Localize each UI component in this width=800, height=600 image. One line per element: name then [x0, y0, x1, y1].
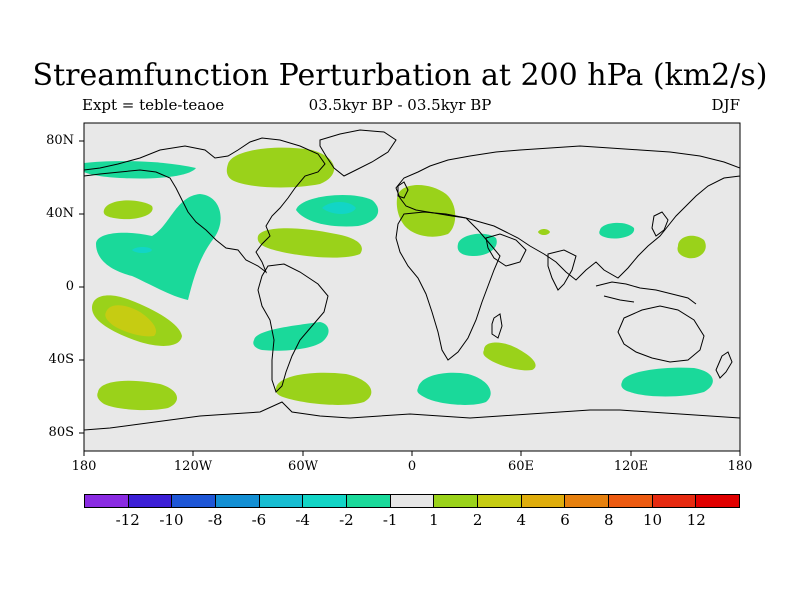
- lat-label-equator: 0: [65, 279, 74, 294]
- coastline-new-zealand: [715, 351, 733, 379]
- coastline-south-america: [257, 263, 329, 393]
- colorbar-box: [390, 495, 435, 507]
- anomaly-north-pacific: [103, 200, 153, 220]
- anomaly-tropical-pacific-core: [105, 305, 157, 337]
- lon-label-180e: 180: [727, 459, 753, 474]
- lon-label-60w: 60W: [288, 459, 318, 474]
- colorbar-label: -2: [339, 511, 354, 529]
- colorbar-label: 10: [642, 511, 663, 529]
- colorbar-label: 8: [604, 511, 614, 529]
- coastline-eurasia: [395, 145, 740, 281]
- colorbar-box: [172, 495, 217, 507]
- colorbar-box: [434, 495, 479, 507]
- colorbar-box: [259, 495, 304, 507]
- lon-label-120w: 120W: [173, 459, 213, 474]
- lon-label-0: 0: [407, 459, 417, 474]
- coastline-uk: [397, 181, 409, 199]
- lon-label-180w: 180: [71, 459, 97, 474]
- colorbar-label: 4: [516, 511, 527, 529]
- anomaly-east-pacific-arc: [96, 194, 221, 300]
- coastline-japan: [651, 211, 669, 237]
- coastline-australia: [617, 305, 705, 363]
- experiment-label: Expt = teble-teaoe: [82, 96, 225, 114]
- lat-label-80n: 80N: [46, 133, 74, 148]
- colorbar-box: [521, 495, 566, 507]
- anomaly-south-africa: [417, 372, 491, 405]
- colorbar-label: 1: [429, 511, 439, 529]
- anomaly-east-pacific-core: [132, 247, 152, 253]
- colorbar-box: [216, 495, 260, 507]
- plot-title: Streamfunction Perturbation at 200 hPa (…: [32, 58, 768, 93]
- coastline-madagascar: [491, 313, 503, 339]
- coastline-greenland: [319, 129, 397, 177]
- colorbar-box: [565, 495, 610, 507]
- coastline-antarctica: [84, 401, 740, 431]
- colorbar-box: [303, 495, 348, 507]
- lat-label-40s: 40S: [48, 352, 74, 367]
- coastline-india: [547, 249, 577, 291]
- anomaly-central-asia: [538, 229, 550, 235]
- period-label: 03.5kyr BP - 03.5kyr BP: [308, 96, 492, 114]
- lat-label-80s: 80S: [48, 425, 74, 440]
- lon-label-120e: 120E: [613, 459, 649, 474]
- colorbar-label: -1: [382, 511, 398, 529]
- anomaly-south-indian: [483, 342, 536, 371]
- anomaly-north-atlantic-core: [322, 202, 356, 214]
- lon-label-60e: 60E: [507, 459, 535, 474]
- colorbar: [84, 494, 740, 508]
- colorbar-label: -12: [115, 511, 140, 529]
- anomaly-canada: [226, 147, 335, 188]
- axis-ticks: [79, 140, 741, 456]
- coastline-maritime-asia: [595, 281, 697, 305]
- anomaly-europe: [396, 185, 456, 237]
- anomaly-southern-atlantic: [275, 372, 372, 405]
- lat-label-40n: 40N: [46, 206, 74, 221]
- coastlines: [84, 129, 740, 431]
- colorbar-label: -6: [251, 511, 267, 529]
- colorbar-box: [128, 495, 173, 507]
- colorbar-box: [696, 495, 740, 507]
- season-label: DJF: [711, 96, 740, 114]
- colorbar-label: -10: [159, 511, 184, 529]
- anomaly-gulf: [257, 228, 362, 258]
- anomaly-south-pacific: [97, 380, 178, 411]
- anomaly-west-pacific: [677, 235, 706, 259]
- coastline-africa: [395, 211, 501, 361]
- anomaly-south-australia: [621, 367, 713, 397]
- anomaly-east-asia: [599, 222, 635, 239]
- colorbar-label: -4: [295, 511, 310, 529]
- colorbar-label: 2: [472, 511, 483, 529]
- colorbar-label: -8: [207, 511, 223, 529]
- colorbar-box: [85, 495, 129, 507]
- anomaly-north-africa: [457, 233, 497, 256]
- coastline-arabia: [485, 233, 527, 267]
- colorbar-box: [609, 495, 653, 507]
- colorbar-label: 6: [560, 511, 570, 529]
- colorbar-box: [652, 495, 697, 507]
- colorbar-box: [347, 495, 391, 507]
- coastline-north-america: [84, 137, 326, 274]
- colorbar-label: 12: [686, 511, 706, 529]
- map-background: [84, 123, 740, 451]
- colorbar-box: [478, 495, 522, 507]
